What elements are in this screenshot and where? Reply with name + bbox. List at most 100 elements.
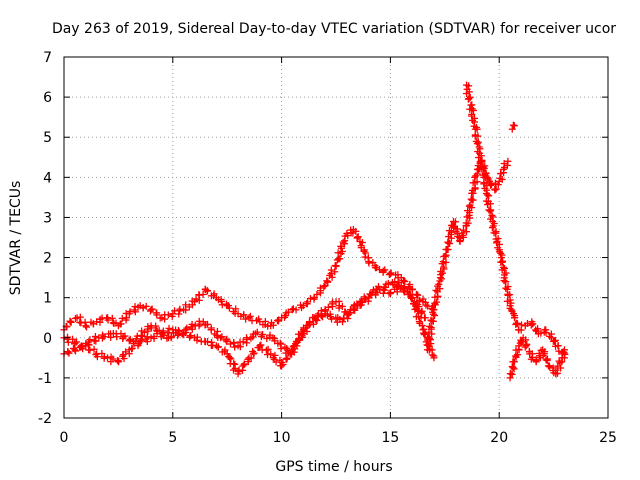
data-point [246, 312, 254, 320]
data-point [382, 283, 390, 291]
y-tick-label: 7 [43, 50, 52, 66]
grid-layer [64, 57, 608, 418]
data-point [522, 342, 530, 350]
data-point [346, 308, 354, 316]
data-point [396, 285, 404, 293]
data-point [324, 303, 332, 311]
data-point [65, 349, 73, 357]
data-point [93, 353, 101, 361]
data-point [121, 332, 129, 340]
data-point [406, 281, 414, 289]
data-point [230, 338, 238, 346]
data-point [283, 354, 291, 362]
data-point [477, 165, 485, 173]
data-point [422, 338, 430, 346]
data-point [552, 366, 560, 374]
x-tick-label: 10 [273, 430, 291, 446]
data-point [494, 244, 502, 252]
data-point [508, 363, 516, 371]
data-point [358, 239, 366, 247]
data-point [337, 244, 345, 252]
data-point [303, 327, 311, 335]
y-tick-label: 4 [43, 170, 52, 186]
data-point [226, 340, 234, 348]
data-point [466, 209, 474, 217]
x-tick-label: 5 [168, 430, 177, 446]
data-point [328, 315, 336, 323]
data-point [271, 351, 279, 359]
data-point [540, 350, 548, 358]
data-point [497, 249, 505, 257]
data-point [104, 354, 112, 362]
data-point [323, 277, 331, 285]
data-point [188, 320, 196, 328]
data-point [440, 265, 448, 273]
data-point [456, 236, 464, 244]
data-point [153, 309, 161, 317]
data-point [483, 191, 491, 199]
y-tick-label: 5 [43, 130, 52, 146]
data-point [331, 268, 339, 276]
data-point [489, 222, 497, 230]
data-point [152, 322, 160, 330]
data-point [427, 323, 435, 331]
data-point [72, 347, 80, 355]
data-point [475, 143, 483, 151]
data-point [485, 206, 493, 214]
data-point [313, 291, 321, 299]
data-point [182, 301, 190, 309]
data-point [204, 320, 212, 328]
data-point [513, 319, 521, 327]
data-point [547, 334, 555, 342]
data-point [178, 330, 186, 338]
data-point [335, 255, 343, 263]
data-point [343, 229, 351, 237]
data-point [159, 331, 167, 339]
data-point [438, 275, 446, 283]
plot-frame [63, 56, 609, 419]
data-point [256, 342, 264, 350]
data-point [225, 304, 233, 312]
data-point [96, 318, 104, 326]
data-point [522, 336, 530, 344]
data-point [488, 224, 496, 232]
data-point [324, 278, 332, 286]
data-point [518, 321, 526, 329]
data-point [413, 291, 421, 299]
data-point [284, 308, 292, 316]
data-point [227, 355, 235, 363]
data-point [542, 329, 550, 337]
data-point [204, 338, 212, 346]
data-point [488, 211, 496, 219]
data-point [465, 82, 473, 90]
data-point [78, 343, 86, 351]
data-point [73, 338, 81, 346]
data-point [477, 152, 485, 160]
data-point [551, 336, 559, 344]
data-point [293, 338, 301, 346]
data-point [120, 355, 128, 363]
data-point [458, 229, 466, 237]
data-point [313, 317, 321, 325]
data-point [253, 328, 261, 336]
data-point [338, 302, 346, 310]
data-point [131, 303, 139, 311]
data-point [486, 200, 494, 208]
data-point [423, 341, 431, 349]
data-point [132, 337, 140, 345]
data-point [84, 340, 92, 348]
data-point [447, 228, 455, 236]
data-point [204, 287, 212, 295]
data-point [431, 299, 439, 307]
data-point [317, 311, 325, 319]
data-point [335, 304, 343, 312]
data-point [240, 311, 248, 319]
data-point [187, 332, 195, 340]
data-point [116, 320, 124, 328]
data-point [239, 338, 247, 346]
data-point [139, 304, 147, 312]
data-point [344, 315, 352, 323]
data-point [432, 286, 440, 294]
data-point [427, 316, 435, 324]
data-point [542, 356, 550, 364]
